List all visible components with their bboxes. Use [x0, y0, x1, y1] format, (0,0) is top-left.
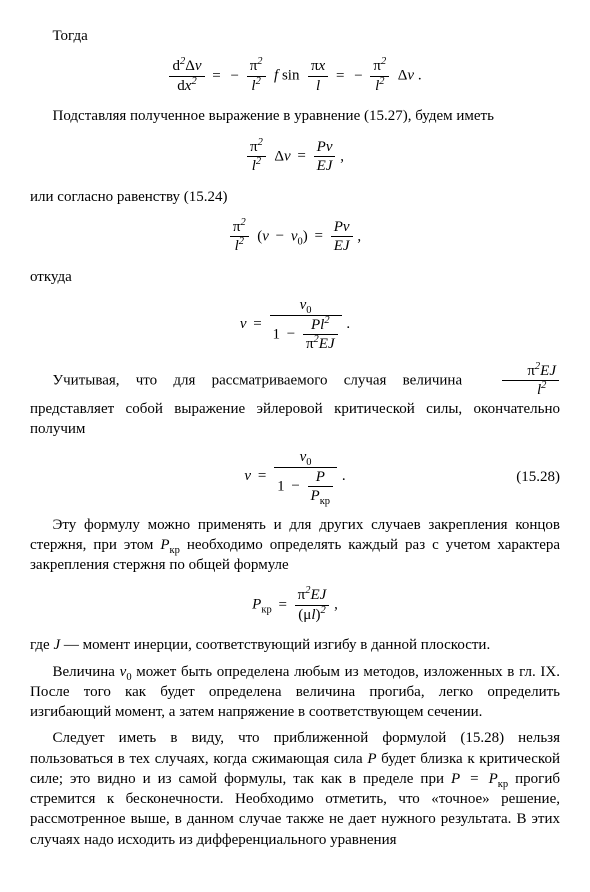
text-sleduet: Следует иметь в виду, что приближенной ф… [30, 728, 560, 850]
equation-1: d2Δv dx2 = − π2 l2 f sin πx l = − π2 l2 … [30, 56, 560, 96]
equation-3: π2 l2 (v − v0) = Pv EJ , [30, 217, 560, 257]
equation-number-1528: (15.28) [516, 467, 560, 487]
text-gde-j: где J — момент инерции, соответствующий … [30, 635, 560, 655]
text-etu-formulu: Эту формулу можно применять и для других… [30, 515, 560, 576]
text-velichina: Величина v0 может быть определена любым … [30, 662, 560, 723]
text-uchityvaya: Учитывая, что для рассматриваемого случа… [30, 363, 560, 440]
text-togda: Тогда [30, 26, 560, 46]
text-ili-soglasno: или согласно равенству (15.24) [30, 187, 560, 207]
text-otkuda: откуда [30, 267, 560, 287]
equation-4: v = v0 1 − Pl2 π2EJ . [30, 297, 560, 353]
equation-1528: v = v0 1 − P Pкр . (15.28) [30, 449, 560, 505]
equation-2: π2 l2 Δv = Pv EJ , [30, 137, 560, 177]
equation-pkr: Pкр = π2EJ (μl)2 , [30, 585, 560, 625]
text-podstavlyaya: Подставляя полученное выражение в уравне… [30, 106, 560, 126]
